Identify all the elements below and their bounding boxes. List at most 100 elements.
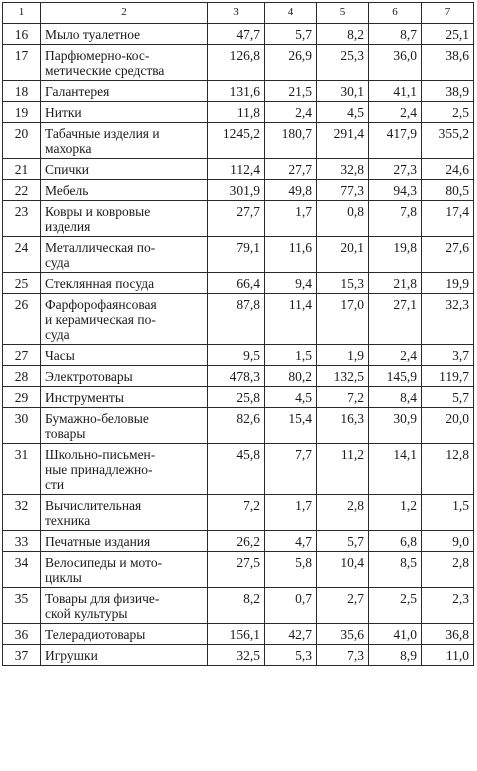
value-cell-col5: 30,1 xyxy=(316,80,369,102)
value-cell-col4: 21,5 xyxy=(264,80,317,102)
product-name-cell: Нитки xyxy=(40,101,208,123)
value-cell-col5: 20,1 xyxy=(316,236,369,273)
value-cell-col6: 8,4 xyxy=(368,386,422,408)
row-number-cell: 34 xyxy=(2,551,41,588)
value-cell-col4: 0,7 xyxy=(264,587,317,624)
row-number-cell: 33 xyxy=(2,530,41,552)
table-row: 30 Бумажно-беловые товары 82,6 15,4 16,3 30,9 2… xyxy=(2,407,474,444)
value-cell-col5: 2,8 xyxy=(316,494,369,531)
row-number-cell: 31 xyxy=(2,443,41,495)
row-number-cell: 29 xyxy=(2,386,41,408)
value-cell-col7: 38,9 xyxy=(421,80,474,102)
table-row: 19 Нитки 11,8 2,4 4,5 2,4 2,5 xyxy=(2,101,474,123)
table-row: 32 Вычислительная техника 7,2 1,7 2,8 1,2 1,5 xyxy=(2,494,474,531)
header-cell-1: 1 xyxy=(2,2,41,24)
value-cell-col7: 2,3 xyxy=(421,587,474,624)
row-number-cell: 24 xyxy=(2,236,41,273)
value-cell-col5: 8,2 xyxy=(316,23,369,45)
product-name-cell: Парфюмерно-кос-метические средства xyxy=(40,44,208,81)
product-name-cell: Товары для физиче-ской культуры xyxy=(40,587,208,624)
value-cell-col5: 2,7 xyxy=(316,587,369,624)
value-cell-col6: 8,5 xyxy=(368,551,422,588)
value-cell-col3: 301,9 xyxy=(207,179,265,201)
value-cell-col4: 11,6 xyxy=(264,236,317,273)
value-cell-col3: 87,8 xyxy=(207,293,265,345)
table-row: 34 Велосипеды и мото-циклы 27,5 5,8 10,4 8,5 2… xyxy=(2,551,474,588)
value-cell-col4: 1,7 xyxy=(264,200,317,237)
value-cell-col7: 27,6 xyxy=(421,236,474,273)
value-cell-col6: 8,7 xyxy=(368,23,422,45)
value-cell-col7: 5,7 xyxy=(421,386,474,408)
row-number-cell: 21 xyxy=(2,158,41,180)
row-number-cell: 17 xyxy=(2,44,41,81)
value-cell-col4: 49,8 xyxy=(264,179,317,201)
product-name-cell: Металлическая по-суда xyxy=(40,236,208,273)
row-number-cell: 30 xyxy=(2,407,41,444)
product-name-cell: Табачные изделия и махорка xyxy=(40,122,208,159)
value-cell-col4: 5,3 xyxy=(264,644,317,666)
product-name-cell: Стеклянная посуда xyxy=(40,272,208,294)
header-cell-3: 3 xyxy=(207,2,265,24)
product-name-cell: Телерадиотовары xyxy=(40,623,208,645)
value-cell-col3: 26,2 xyxy=(207,530,265,552)
value-cell-col3: 11,8 xyxy=(207,101,265,123)
value-cell-col6: 145,9 xyxy=(368,365,422,387)
value-cell-col7: 9,0 xyxy=(421,530,474,552)
value-cell-col6: 21,8 xyxy=(368,272,422,294)
table-row: 31 Школьно-письмен-ные принадлежно-сти 45,… xyxy=(2,443,474,495)
row-number-cell: 26 xyxy=(2,293,41,345)
product-name-cell: Электротовары xyxy=(40,365,208,387)
product-name-cell: Мыло туалетное xyxy=(40,23,208,45)
header-row: 1 2 3 4 5 6 7 xyxy=(2,2,474,24)
value-cell-col4: 1,5 xyxy=(264,344,317,366)
value-cell-col5: 4,5 xyxy=(316,101,369,123)
table-row: 28 Электротовары 478,3 80,2 132,5 145,9 119,7 xyxy=(2,365,474,387)
value-cell-col4: 80,2 xyxy=(264,365,317,387)
value-cell-col3: 126,8 xyxy=(207,44,265,81)
value-cell-col4: 27,7 xyxy=(264,158,317,180)
row-number-cell: 36 xyxy=(2,623,41,645)
value-cell-col7: 80,5 xyxy=(421,179,474,201)
value-cell-col7: 24,6 xyxy=(421,158,474,180)
value-cell-col6: 41,0 xyxy=(368,623,422,645)
value-cell-col6: 6,8 xyxy=(368,530,422,552)
value-cell-col7: 19,9 xyxy=(421,272,474,294)
value-cell-col3: 7,2 xyxy=(207,494,265,531)
value-cell-col4: 7,7 xyxy=(264,443,317,495)
value-cell-col7: 355,2 xyxy=(421,122,474,159)
value-cell-col5: 11,2 xyxy=(316,443,369,495)
value-cell-col3: 25,8 xyxy=(207,386,265,408)
value-cell-col4: 5,8 xyxy=(264,551,317,588)
header-cell-7: 7 xyxy=(421,2,474,24)
header-cell-4: 4 xyxy=(264,2,317,24)
value-cell-col3: 478,3 xyxy=(207,365,265,387)
product-name-cell: Игрушки xyxy=(40,644,208,666)
value-cell-col3: 27,7 xyxy=(207,200,265,237)
value-cell-col3: 82,6 xyxy=(207,407,265,444)
value-cell-col4: 5,7 xyxy=(264,23,317,45)
table-row: 35 Товары для физиче-ской культуры 8,2 0,7 2… xyxy=(2,587,474,624)
value-cell-col6: 94,3 xyxy=(368,179,422,201)
value-cell-col4: 4,7 xyxy=(264,530,317,552)
table-row: 17 Парфюмерно-кос-метические средства 126,… xyxy=(2,44,474,81)
value-cell-col4: 180,7 xyxy=(264,122,317,159)
value-cell-col6: 2,4 xyxy=(368,344,422,366)
product-name-cell: Вычислительная техника xyxy=(40,494,208,531)
value-cell-col3: 47,7 xyxy=(207,23,265,45)
product-name-cell: Велосипеды и мото-циклы xyxy=(40,551,208,588)
data-table: 1 2 3 4 5 6 7 16 Мыло туалетное 47,7 5,7 8,2… xyxy=(2,2,474,666)
value-cell-col6: 1,2 xyxy=(368,494,422,531)
value-cell-col5: 32,8 xyxy=(316,158,369,180)
value-cell-col4: 26,9 xyxy=(264,44,317,81)
row-number-cell: 19 xyxy=(2,101,41,123)
value-cell-col7: 12,8 xyxy=(421,443,474,495)
value-cell-col3: 8,2 xyxy=(207,587,265,624)
value-cell-col3: 9,5 xyxy=(207,344,265,366)
value-cell-col4: 42,7 xyxy=(264,623,317,645)
row-number-cell: 18 xyxy=(2,80,41,102)
row-number-cell: 22 xyxy=(2,179,41,201)
table-row: 29 Инструменты 25,8 4,5 7,2 8,4 5,7 xyxy=(2,386,474,408)
value-cell-col7: 2,5 xyxy=(421,101,474,123)
value-cell-col7: 32,3 xyxy=(421,293,474,345)
value-cell-col6: 27,3 xyxy=(368,158,422,180)
